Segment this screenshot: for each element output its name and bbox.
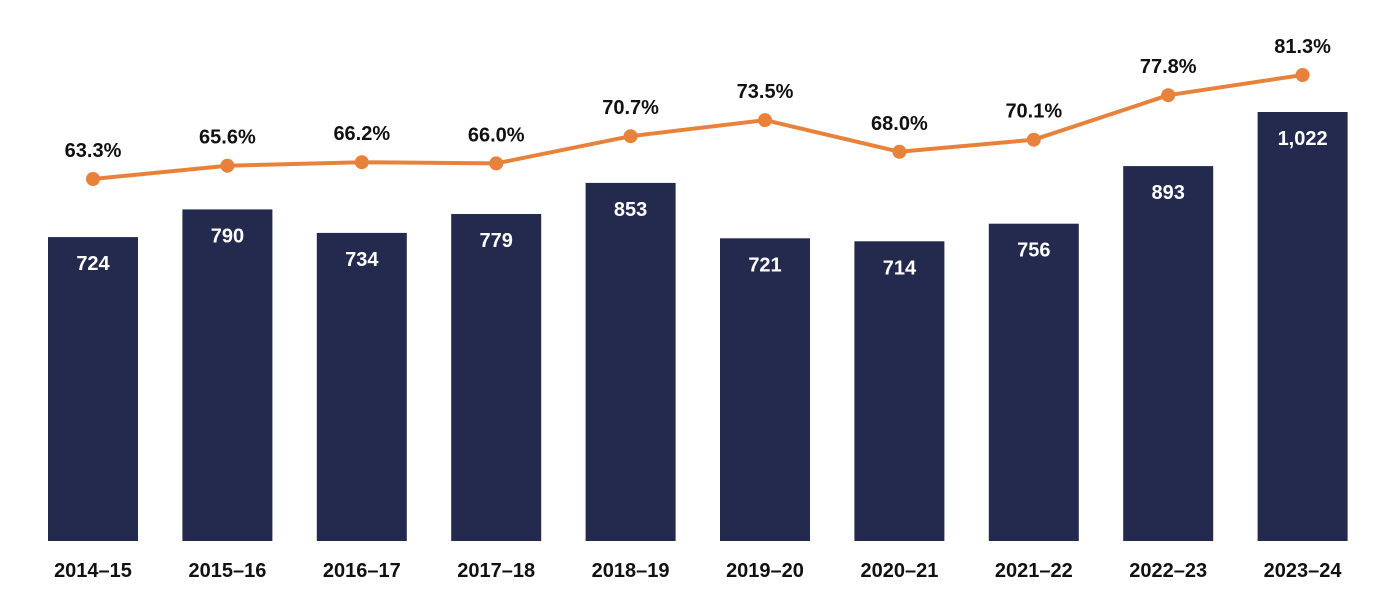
bar-value-label: 724 [76,253,110,275]
bar-value-label: 790 [211,225,244,247]
line-value-labels: 63.3% 65.6% 66.2% 66.0% 70.7% 73.5% 68.0% 70.1%… [65,36,1332,162]
bar-2021–22 [988,223,1079,541]
bar-2018–19 [585,182,676,541]
bar-2022–23 [1123,166,1214,541]
x-tick-label: 2019–20 [726,560,804,582]
bar-2023–24 [1257,112,1348,541]
line-value-label: 63.3% [65,140,122,162]
x-tick-label: 2021–22 [995,560,1073,582]
line-point [86,172,100,186]
x-axis-tick-labels: 2014–15 2015–16 2016–17 2017–18 2018–19 2019–… [54,560,1342,582]
bar-2017–18 [451,214,542,541]
bar-2014–15 [48,237,138,541]
bar-value-label: 779 [480,230,513,252]
line-series [86,68,1310,186]
line-value-label: 73.5% [737,81,794,103]
bar-value-label: 734 [345,249,379,271]
line-value-label: 65.6% [199,127,256,149]
bar-value-label: 853 [614,199,647,221]
line-point [1026,132,1041,147]
bar-value-label: 893 [1152,182,1185,204]
line-value-label: 66.2% [333,123,390,145]
x-tick-label: 2015–16 [188,560,266,582]
line-point [354,155,369,170]
x-tick-label: 2018–19 [592,560,670,582]
bar-2015–16 [182,209,273,541]
line-value-label: 81.3% [1274,36,1331,58]
line-path [92,73,1303,181]
line-point [758,113,772,128]
bar-value-label: 721 [748,254,781,276]
x-tick-label: 2020–21 [860,560,938,582]
line-point [1161,88,1176,103]
x-tick-label: 2022–23 [1129,560,1207,582]
bar-2019–20 [720,238,810,542]
line-value-label: 77.8% [1140,56,1197,78]
bar-series [48,112,1348,542]
line-point [623,129,638,144]
bar-2020–21 [854,241,945,542]
bar-value-label: 714 [883,257,917,279]
line-value-label: 68.0% [871,113,928,135]
line-point [892,144,907,159]
line-point [220,158,235,173]
line-value-label: 66.0% [468,124,525,146]
bar-value-label: 756 [1017,240,1050,262]
x-tick-label: 2017–18 [457,560,535,582]
line-point [1295,68,1310,82]
line-value-label: 70.1% [1005,101,1062,123]
bar-value-label: 1,022 [1278,128,1328,150]
x-tick-label: 2016–17 [323,560,401,582]
x-tick-label: 2023–24 [1264,560,1343,582]
bar-2016–17 [316,232,407,541]
line-value-label: 70.7% [602,97,659,119]
line-point [489,156,504,171]
x-tick-label: 2014–15 [54,560,132,582]
bar-value-labels: 724 790 734 779 853 721 714 756 893 1,022 [76,128,1327,279]
